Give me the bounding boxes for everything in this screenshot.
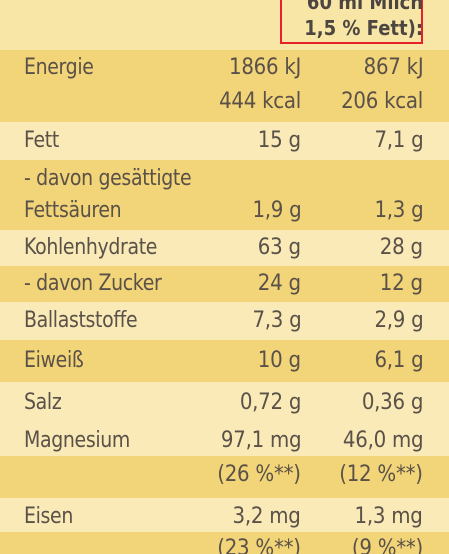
value-per-portion: 0,36 g xyxy=(361,390,424,415)
row-eisen-percent: (23 %**) (9 %**) xyxy=(0,532,449,554)
value-per-portion: 867 kJ xyxy=(363,55,423,80)
row-label: - davon Zucker xyxy=(24,271,162,296)
row-magnesium-percent: (26 %**) (12 %**) xyxy=(0,456,449,498)
row-label: Fett xyxy=(24,128,59,153)
value-per-100g: 1866 kJ xyxy=(228,55,301,80)
value-per-100g: 0,72 g xyxy=(239,390,302,415)
value-per-portion: 7,1 g xyxy=(373,128,423,153)
row-label: Magnesium xyxy=(24,428,131,453)
header-line-2: 1,5 % Fett): xyxy=(304,16,423,40)
value-per-portion: (12 %**) xyxy=(339,462,424,487)
value-per-100g: (26 %**) xyxy=(217,462,302,487)
row-kohlenhydrate: Kohlenhydrate 63 g 28 g xyxy=(0,230,449,266)
value-per-portion: 28 g xyxy=(380,235,423,260)
value-per-portion: (9 %**) xyxy=(351,536,423,554)
value-per-portion: 6,1 g xyxy=(373,348,423,373)
row-label: Ballaststoffe xyxy=(24,308,138,333)
row-label: Kohlenhydrate xyxy=(24,235,158,260)
row-salz: Salz 0,72 g 0,36 g xyxy=(0,382,449,424)
row-label: Fettsäuren xyxy=(24,198,122,223)
value-per-portion: 1,3 g xyxy=(373,198,423,223)
value-per-100g: 24 g xyxy=(258,271,301,296)
row-zucker: - davon Zucker 24 g 12 g xyxy=(0,266,449,302)
row-label: Eiweiß xyxy=(24,348,84,373)
value-per-100g: (23 %**) xyxy=(217,536,302,554)
value-per-portion: 46,0 mg xyxy=(342,428,424,453)
value-per-100g: 444 kcal xyxy=(219,89,301,114)
row-eisen: Eisen 3,2 mg 1,3 mg xyxy=(0,498,449,532)
row-energie-kcal: 444 kcal 206 kcal xyxy=(0,86,449,122)
value-per-100g: 15 g xyxy=(258,128,301,153)
value-per-portion: 12 g xyxy=(380,271,423,296)
row-label: Salz xyxy=(24,390,62,415)
value-per-100g: 3,2 mg xyxy=(232,504,301,529)
value-per-portion: 1,3 mg xyxy=(354,504,423,529)
row-gesaettigte-fettsaeuren: - davon gesättigte Fettsäuren 1,9 g 1,3 … xyxy=(0,160,449,230)
row-label: Eisen xyxy=(24,504,73,529)
value-per-100g: 10 g xyxy=(258,348,301,373)
value-per-100g: 97,1 mg xyxy=(220,428,302,453)
value-per-portion: 2,9 g xyxy=(373,308,423,333)
value-per-100g: 1,9 g xyxy=(251,198,301,223)
value-per-portion: 206 kcal xyxy=(341,89,423,114)
highlight-box xyxy=(280,0,423,44)
row-eiweiss: Eiweiß 10 g 6,1 g xyxy=(0,340,449,382)
value-per-100g: 7,3 g xyxy=(251,308,301,333)
row-label: Energie xyxy=(24,55,94,80)
header-line-1: 60 ml Milch xyxy=(306,0,423,14)
value-per-100g: 63 g xyxy=(258,235,301,260)
row-fett: Fett 15 g 7,1 g xyxy=(0,122,449,160)
row-energie: Energie 1866 kJ 867 kJ xyxy=(0,50,449,86)
row-ballaststoffe: Ballaststoffe 7,3 g 2,9 g xyxy=(0,302,449,340)
row-label: - davon gesättigte xyxy=(24,166,192,191)
